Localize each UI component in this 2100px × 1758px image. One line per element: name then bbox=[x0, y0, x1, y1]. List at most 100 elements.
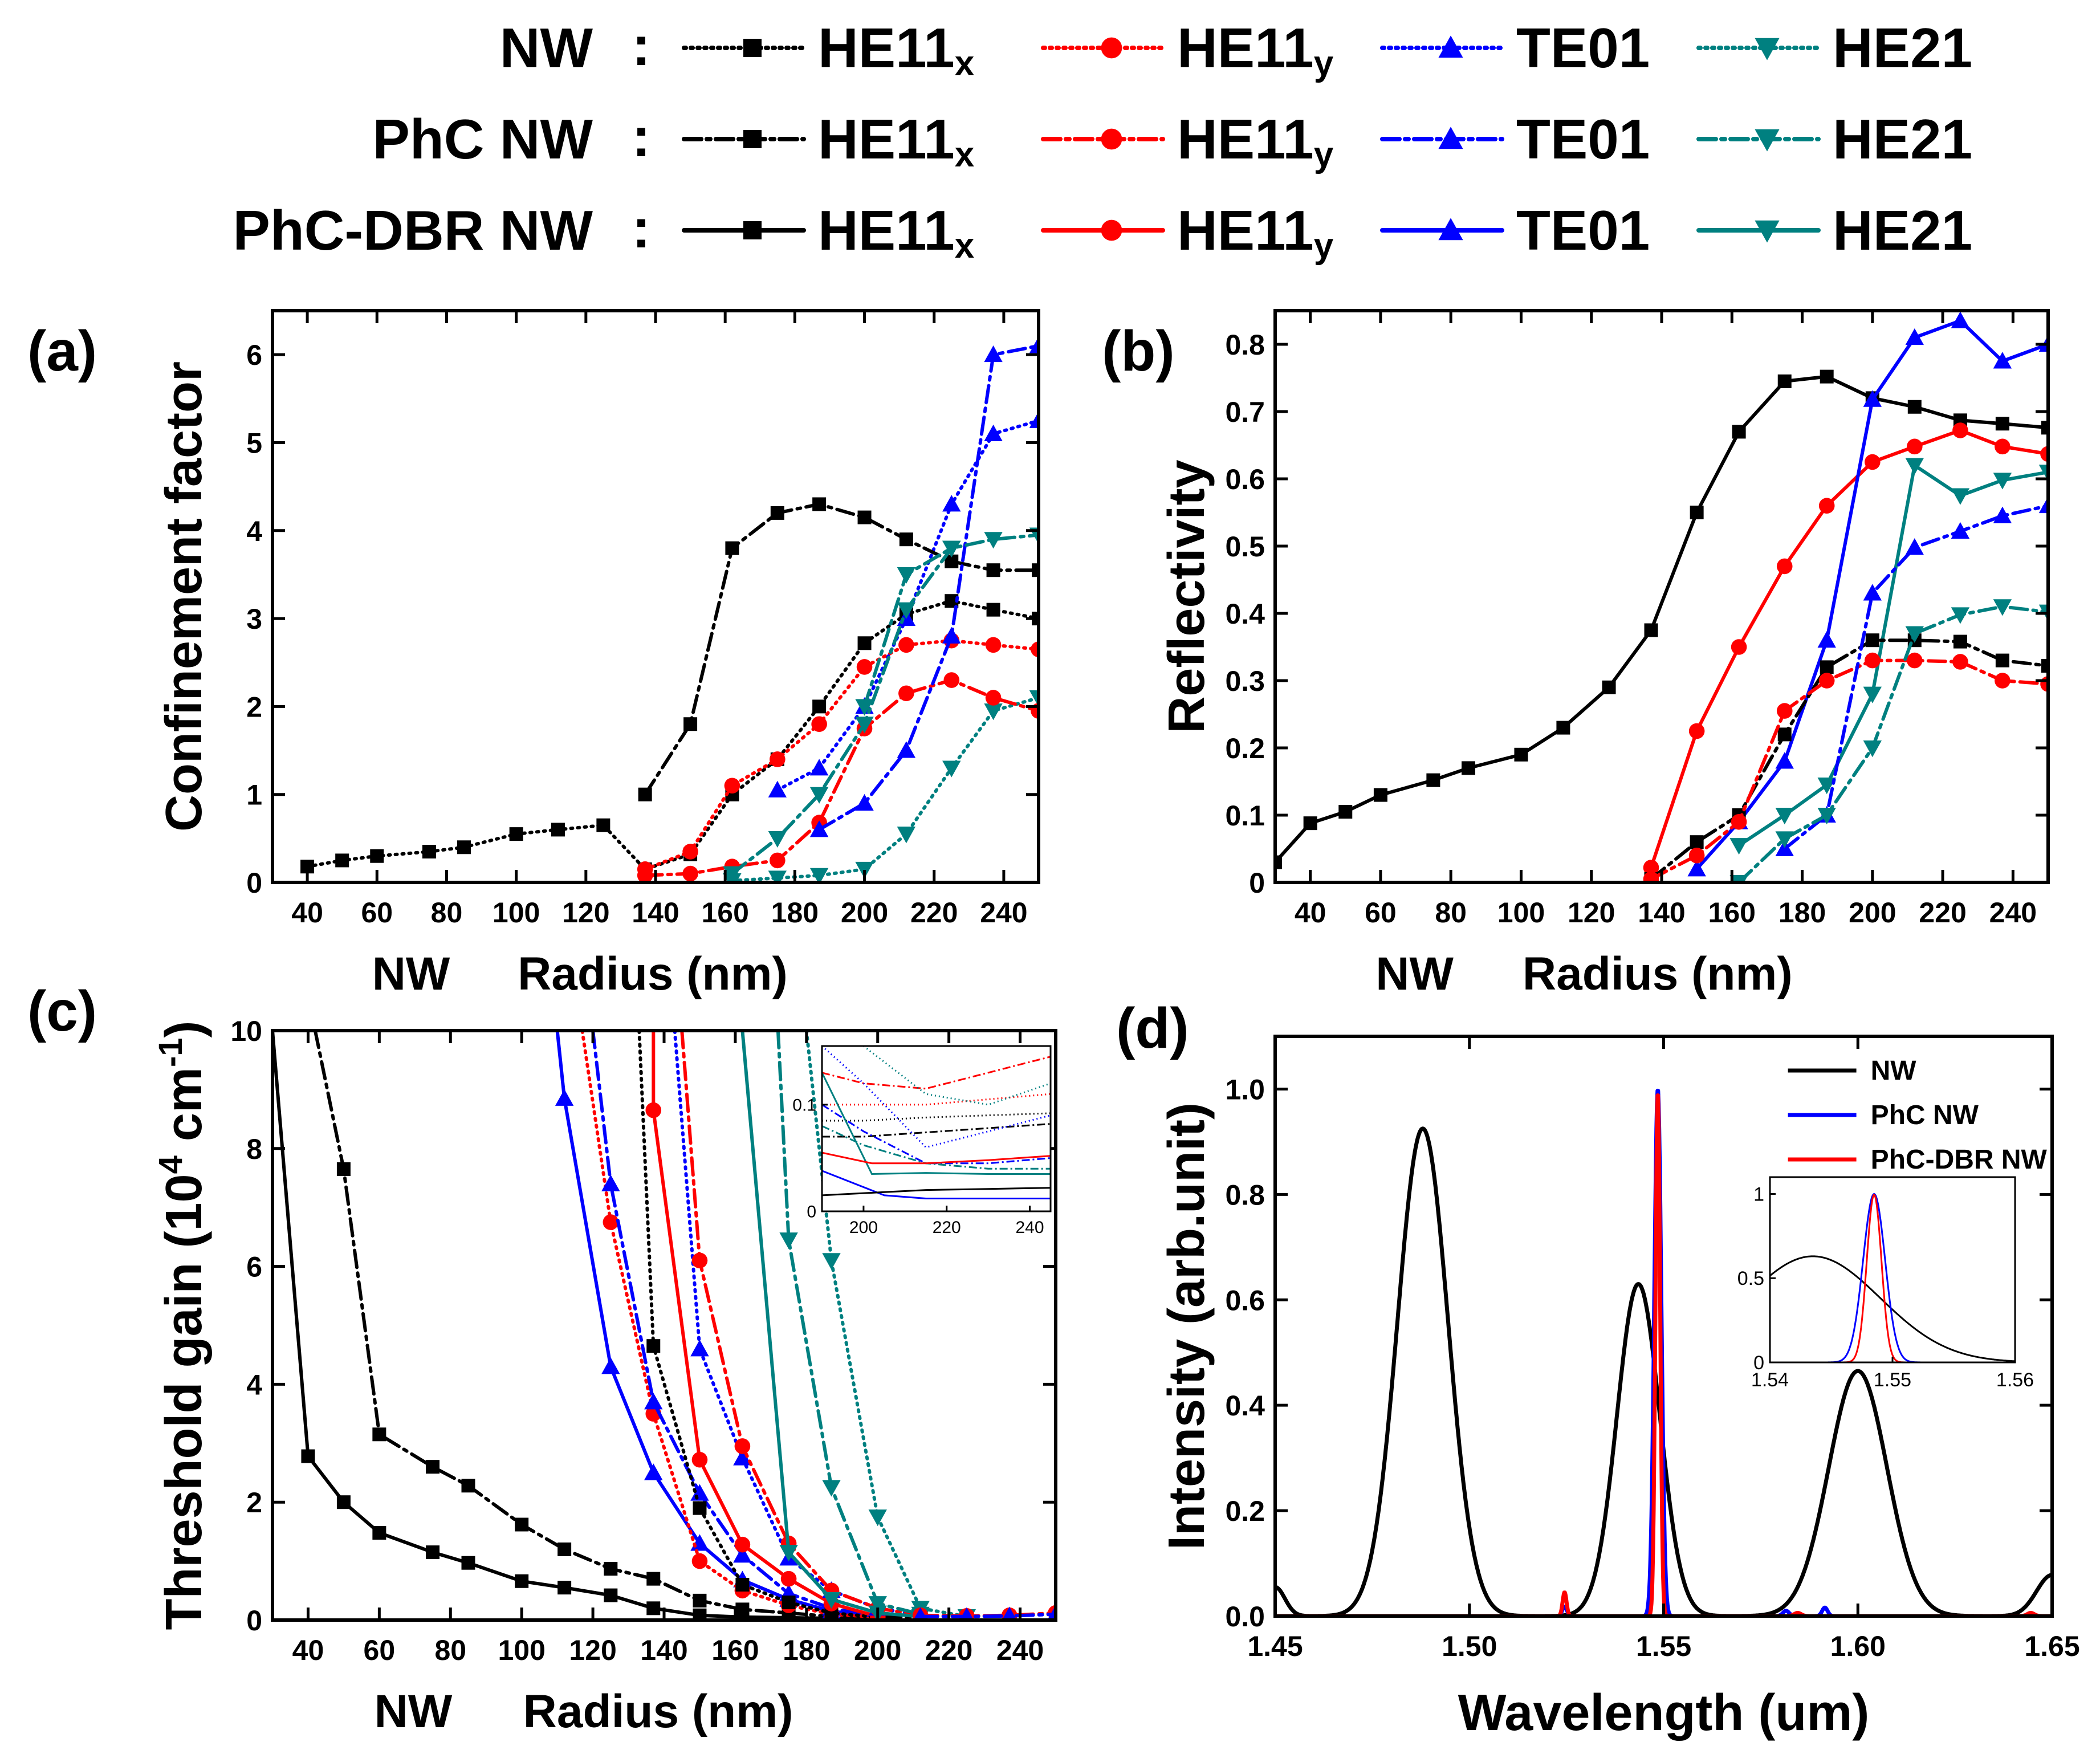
data-point bbox=[693, 1608, 707, 1620]
y-tick-label: 0.6 bbox=[1225, 463, 1265, 495]
x-tick-label: 60 bbox=[361, 897, 393, 929]
legend-mode-label: HE21 bbox=[1833, 108, 1972, 170]
series-line bbox=[643, 502, 1039, 796]
y-tick-label: 0.0 bbox=[1225, 1601, 1265, 1633]
data-point bbox=[1865, 454, 1881, 470]
data-point bbox=[1820, 660, 1834, 674]
y-axis-label-sup2: -1 bbox=[152, 1037, 189, 1067]
x-tick-label: 1.55 bbox=[1636, 1630, 1691, 1662]
y-axis-label: Reflectivity bbox=[1158, 459, 1215, 733]
data-point bbox=[515, 1574, 529, 1588]
data-point bbox=[1029, 690, 1039, 707]
data-point bbox=[984, 703, 1003, 721]
y-tick-label: 6 bbox=[246, 1251, 262, 1283]
legend-mode-label: TE01 bbox=[1516, 17, 1650, 79]
data-point bbox=[1777, 374, 1792, 388]
x-tick-label: 180 bbox=[771, 897, 819, 929]
y-tick-label: 0.3 bbox=[1225, 665, 1265, 697]
series-line bbox=[580, 1031, 880, 1619]
data-point bbox=[1952, 654, 1968, 670]
data-point bbox=[1643, 860, 1659, 876]
x-tick-label: 1.45 bbox=[1247, 1630, 1303, 1662]
x-axis-label-prefix: NW bbox=[375, 1686, 453, 1737]
x-tick-label: 80 bbox=[434, 1634, 466, 1666]
data-point bbox=[1905, 328, 1924, 345]
legend-mode-base: HE11 bbox=[818, 108, 955, 170]
data-point bbox=[1818, 673, 1835, 689]
legend-colon: : bbox=[632, 105, 651, 168]
data-point bbox=[986, 563, 1000, 577]
data-point bbox=[1906, 652, 1923, 669]
data-point bbox=[897, 827, 916, 844]
data-point bbox=[779, 1232, 798, 1250]
data-point bbox=[1906, 438, 1923, 455]
data-point bbox=[809, 759, 829, 776]
data-point bbox=[426, 1460, 440, 1474]
x-tick-label: 200 bbox=[1849, 897, 1896, 929]
y-tick-label: 1 bbox=[246, 779, 262, 811]
inset-series-line bbox=[822, 1093, 1051, 1106]
data-point bbox=[461, 1479, 475, 1493]
data-point bbox=[898, 685, 914, 702]
legend-colon: : bbox=[632, 14, 651, 77]
data-point bbox=[809, 787, 829, 804]
data-point bbox=[959, 1607, 974, 1620]
inset-series-line bbox=[1770, 1255, 2015, 1362]
data-point bbox=[457, 840, 471, 854]
legend-mode-base: TE01 bbox=[1516, 199, 1650, 262]
legend-entry: HE11x bbox=[682, 199, 975, 266]
data-point bbox=[2038, 335, 2048, 352]
legend-mode-label: HE21 bbox=[1833, 199, 1972, 262]
x-tick-label: 220 bbox=[910, 897, 958, 929]
data-point bbox=[645, 1102, 662, 1118]
data-point bbox=[1687, 860, 1706, 877]
y-tick-label: 3 bbox=[246, 603, 262, 635]
data-point bbox=[1462, 761, 1475, 775]
x-tick-label: 240 bbox=[1989, 897, 2037, 929]
data-point bbox=[1905, 458, 1924, 475]
data-point bbox=[913, 1607, 928, 1620]
data-point bbox=[1818, 498, 1835, 514]
y-axis-label-text: Intensity (arb.unit) bbox=[1158, 1102, 1215, 1550]
data-point bbox=[1993, 506, 2012, 523]
legend-mode-subscript: x bbox=[955, 135, 975, 174]
legend-mode-subscript: y bbox=[1314, 135, 1334, 174]
data-point bbox=[868, 1509, 887, 1527]
data-point bbox=[1995, 673, 2011, 689]
data-point bbox=[2038, 465, 2048, 482]
plot-area bbox=[300, 336, 1039, 882]
plot-area bbox=[1275, 311, 2048, 882]
data-point bbox=[812, 699, 827, 714]
data-point bbox=[1863, 390, 1882, 407]
data-point bbox=[691, 1252, 708, 1269]
inset-series-line bbox=[822, 1187, 1051, 1197]
series-line bbox=[1649, 429, 2048, 869]
legend-entry: TE01 bbox=[1380, 17, 1650, 79]
data-point bbox=[461, 1556, 475, 1570]
legend-entry: HE21 bbox=[1696, 108, 1972, 170]
series-nw-he21 bbox=[1729, 599, 2048, 882]
y-tick-label: 8 bbox=[246, 1133, 262, 1165]
data-point bbox=[725, 541, 739, 555]
y-tick-label: 2 bbox=[246, 691, 262, 723]
data-point bbox=[509, 827, 523, 841]
legend-colon: : bbox=[632, 197, 651, 259]
series-tail-overlap-blue- bbox=[913, 1605, 1056, 1620]
data-point bbox=[690, 1340, 709, 1357]
data-point bbox=[1995, 653, 2009, 668]
legend-marker bbox=[743, 221, 762, 239]
data-point bbox=[1905, 538, 1924, 555]
inset-y-tick-label: 0 bbox=[807, 1203, 816, 1222]
x-tick-label: 1.50 bbox=[1442, 1630, 1497, 1662]
y-tick-label: 0.4 bbox=[1225, 598, 1265, 630]
data-point bbox=[1731, 639, 1747, 655]
series-line bbox=[817, 344, 1039, 832]
panel-b: (b) 40 60 80 100 120 140 160 180 200 220 240 0 0.1 0.2… bbox=[1102, 309, 2050, 1000]
y-tick-label: 5 bbox=[246, 427, 262, 459]
x-tick-label: 240 bbox=[996, 1634, 1044, 1666]
data-point bbox=[336, 1495, 351, 1509]
inset-y-tick-label: 0.5 bbox=[1737, 1268, 1764, 1289]
data-point bbox=[985, 637, 1002, 653]
data-point bbox=[426, 1545, 440, 1560]
data-point bbox=[422, 844, 436, 858]
